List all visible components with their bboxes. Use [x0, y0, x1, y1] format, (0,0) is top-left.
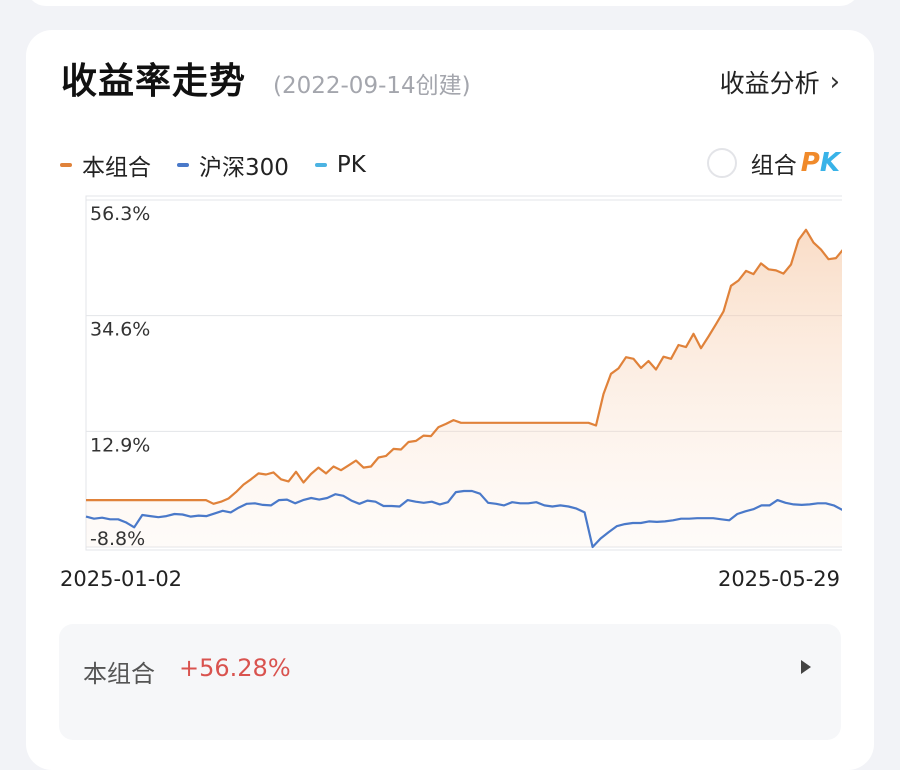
- x-axis-start-label: 2025-01-02: [60, 567, 183, 591]
- y-tick-label: -8.8%: [90, 528, 145, 550]
- portfolio-area-fill: [86, 229, 842, 547]
- triangle-right-icon[interactable]: [801, 660, 811, 674]
- portfolio-series-line: [86, 228, 842, 505]
- y-tick-label: 34.6%: [90, 319, 150, 341]
- pk-toggle-label: 组合: [750, 153, 797, 179]
- legend-label: 沪深300: [199, 155, 289, 181]
- legend-dash-icon: [60, 163, 72, 167]
- legend-item-pk[interactable]: PK: [314, 152, 366, 178]
- x-axis-end-label: 2025-05-29: [717, 567, 840, 591]
- pk-radio-button[interactable]: [706, 148, 737, 178]
- chart-legend: 本组合 沪深300 PK: [60, 148, 366, 182]
- legend-item-csi300[interactable]: 沪深300: [177, 148, 289, 182]
- pk-logo-k: K: [819, 148, 840, 178]
- legend-item-portfolio[interactable]: 本组合: [60, 148, 151, 182]
- pk-logo: PK: [801, 148, 840, 178]
- return-line-chart[interactable]: 56.3% 34.6% 12.9% -8.8%: [52, 190, 842, 560]
- created-date: (2022-09-14创建): [273, 73, 471, 99]
- chevron-right-icon: ›: [829, 67, 840, 97]
- return-analysis-link[interactable]: 收益分析 ›: [720, 64, 840, 100]
- top-card-edge: [26, 0, 860, 6]
- summary-return-value: +56.28%: [179, 654, 291, 682]
- page-title: 收益率走势: [61, 61, 247, 102]
- csi300-series-line: [85, 489, 842, 549]
- legend-label: 本组合: [82, 155, 151, 181]
- legend-dash-icon: [314, 163, 327, 167]
- portfolio-pk-toggle[interactable]: 组合 PK: [706, 146, 840, 180]
- legend-label: PK: [336, 152, 366, 178]
- legend-dash-icon: [177, 163, 189, 167]
- y-tick-label: 56.3%: [90, 203, 150, 225]
- plot-frame: [85, 195, 842, 551]
- summary-label: 本组合: [83, 660, 155, 688]
- return-trend-card: 收益率走势 (2022-09-14创建) 收益分析 › 本组合 沪深300 PK…: [26, 30, 874, 770]
- portfolio-summary-row[interactable]: 本组合 +56.28%: [59, 624, 841, 740]
- pk-logo-p: P: [800, 148, 820, 178]
- return-analysis-label: 收益分析: [719, 69, 820, 98]
- pk-toggle-text: 组合 PK: [751, 146, 840, 180]
- y-tick-label: 12.9%: [90, 434, 150, 456]
